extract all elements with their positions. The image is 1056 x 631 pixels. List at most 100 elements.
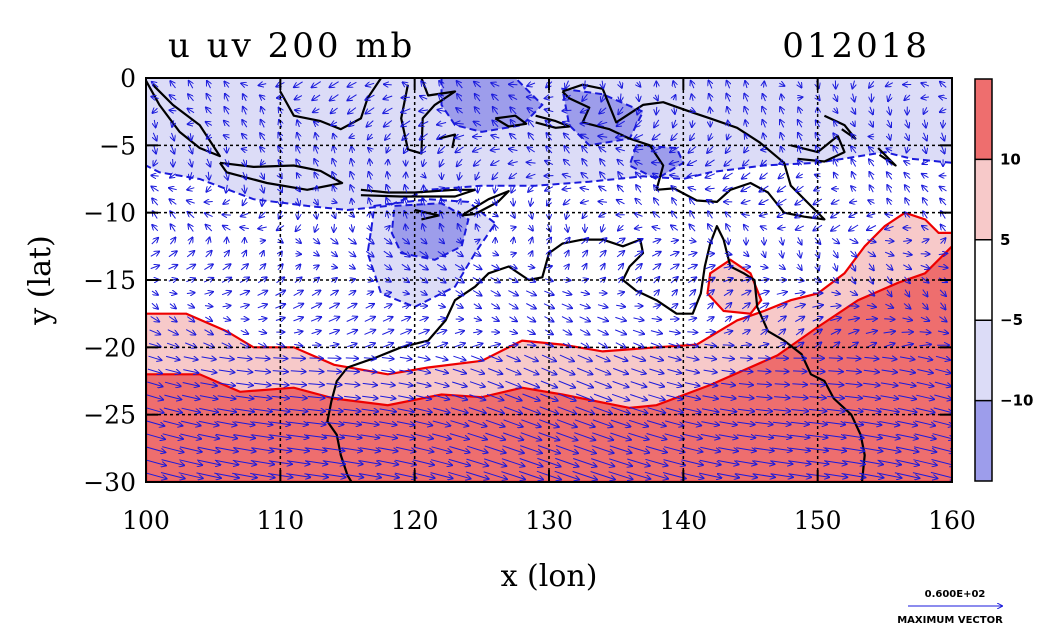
colorbar-band-2 [975, 239, 992, 321]
wind-vector [672, 211, 678, 219]
wind-vector [851, 186, 856, 191]
wind-vector [171, 145, 174, 154]
wind-vector [920, 317, 929, 321]
wind-vector [723, 266, 733, 268]
wind-vector [602, 80, 603, 89]
wind-vector [439, 95, 445, 101]
wind-vector [922, 302, 927, 309]
wind-vector [764, 82, 765, 88]
wind-vector [473, 148, 482, 152]
wind-vector [581, 238, 589, 245]
wind-vector [637, 82, 641, 86]
wind-vector [741, 291, 750, 296]
wind-vector [153, 108, 158, 113]
wind-vector [651, 319, 662, 320]
wind-vector [151, 238, 158, 245]
wind-vector [921, 239, 929, 242]
colorbar-band-3 [975, 320, 992, 401]
wind-vector [634, 149, 644, 150]
wind-vector [581, 188, 590, 190]
wind-vector [223, 226, 231, 230]
wind-vector [726, 224, 730, 232]
wind-vector [169, 199, 177, 205]
wind-vector [704, 344, 716, 346]
x-tick-label-160: 160 [928, 506, 976, 535]
wind-vector [169, 292, 176, 293]
wind-vector [598, 136, 608, 137]
wind-vector [798, 81, 802, 88]
wind-vector [709, 94, 712, 102]
wind-vector [297, 198, 300, 205]
wind-vector [653, 174, 661, 179]
wind-vector [190, 133, 191, 140]
wind-vector [168, 265, 178, 269]
wind-vector [492, 121, 499, 128]
wind-vector [687, 265, 697, 269]
wind-vector [311, 291, 320, 297]
plot-area [146, 78, 952, 482]
wind-vector [530, 251, 533, 257]
wind-vector [582, 146, 588, 154]
wind-vector [417, 357, 430, 360]
wind-vector [778, 185, 787, 192]
wind-vector [667, 369, 682, 373]
wind-vector [207, 81, 211, 89]
wind-vector [384, 293, 392, 294]
wind-vector [472, 290, 482, 296]
wind-vector [221, 291, 231, 294]
wind-vector [830, 318, 841, 321]
wind-vector [419, 318, 428, 321]
wind-vector [401, 120, 411, 127]
wind-vector [170, 81, 176, 89]
wind-vector [922, 186, 929, 193]
wind-vector [457, 158, 463, 166]
wind-vector [831, 292, 839, 294]
wind-vector [476, 224, 479, 232]
wind-vector [546, 121, 553, 127]
wind-vector [170, 238, 175, 245]
wind-vector [689, 303, 696, 310]
wind-vector [691, 81, 694, 89]
wind-vector [422, 224, 424, 232]
contour-lines [146, 78, 952, 482]
wind-vector [351, 159, 353, 167]
wind-vector [244, 184, 245, 193]
wind-vector [505, 367, 520, 374]
wind-vector [669, 265, 678, 270]
wind-vector [922, 226, 929, 230]
wind-vector [183, 357, 198, 360]
wind-vector [151, 302, 158, 309]
wind-vector [656, 106, 657, 114]
wind-vector [224, 251, 229, 258]
y-tick-label--20: −20 [83, 333, 136, 362]
wind-vector [188, 123, 194, 124]
wind-vector [883, 331, 895, 333]
wind-vector [455, 304, 463, 308]
wind-vector [799, 146, 802, 154]
wind-vector [172, 132, 175, 141]
wind-vector [727, 133, 729, 140]
wind-vector [634, 135, 644, 139]
wind-vector [458, 224, 462, 232]
wind-vector [190, 172, 192, 179]
wind-vector [779, 172, 786, 178]
wind-vector [330, 237, 338, 243]
wind-vector [885, 226, 894, 229]
wind-vector [170, 95, 177, 100]
wind-vector [580, 343, 589, 348]
wind-vector [368, 148, 372, 152]
wind-vector [728, 237, 729, 245]
wind-vector [673, 119, 676, 127]
wind-vector [583, 251, 588, 258]
wind-vector [833, 276, 838, 283]
wind-vector [530, 238, 533, 245]
wind-vector [828, 358, 842, 359]
wind-vector [475, 200, 479, 205]
wind-vector [351, 199, 352, 205]
wind-vector [888, 119, 891, 127]
wind-vector [846, 358, 861, 359]
wind-vector [795, 343, 803, 349]
wind-vector [492, 171, 499, 179]
wind-vector [475, 240, 480, 243]
wind-vector [419, 263, 427, 269]
